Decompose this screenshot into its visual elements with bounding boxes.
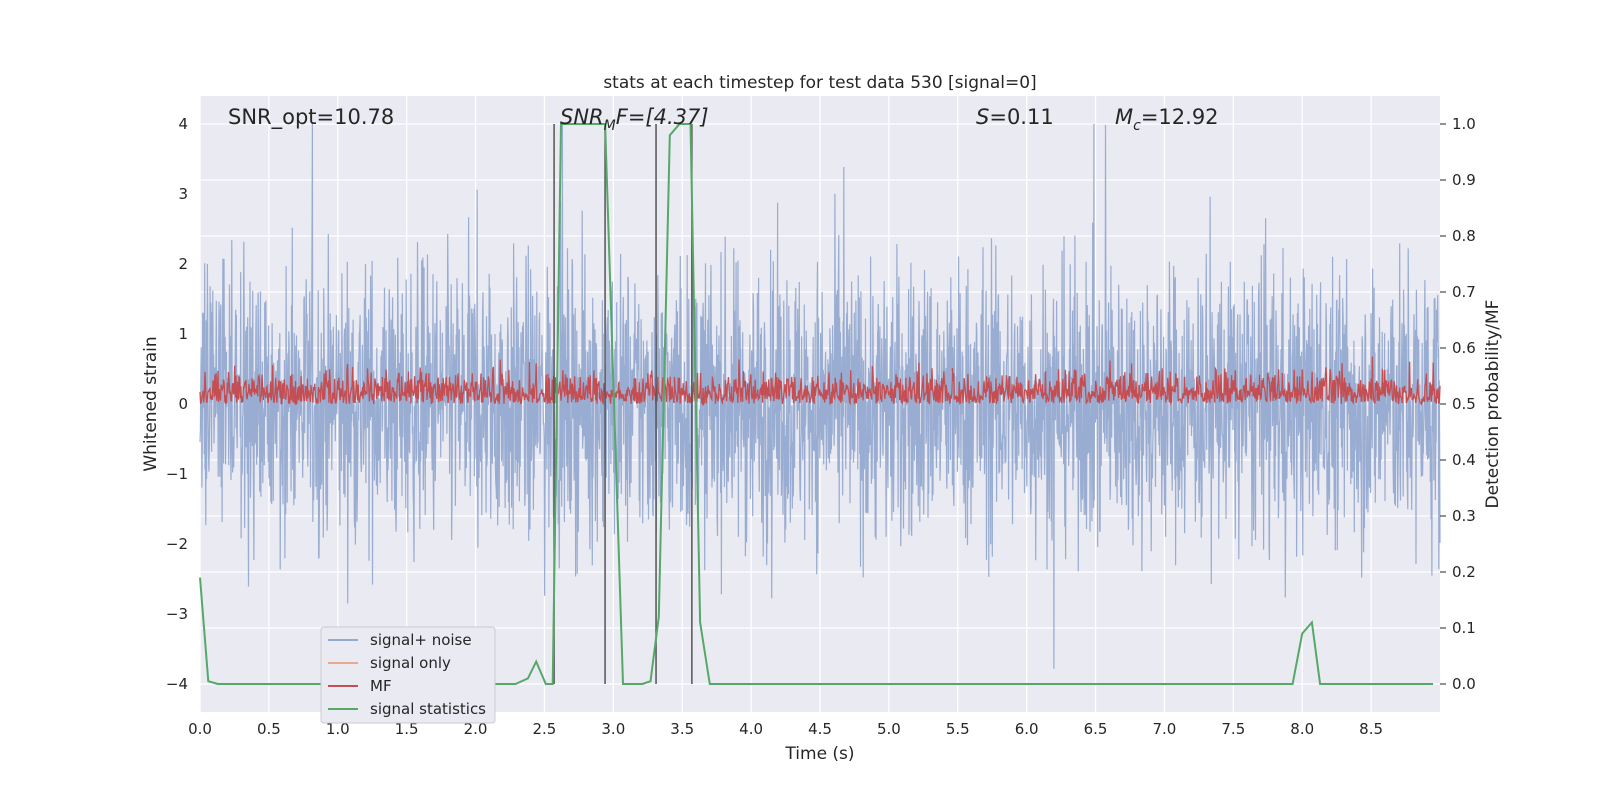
annotation-snr-mf: SNRMF=[4.37] bbox=[560, 105, 709, 134]
mf-line bbox=[199, 356, 1441, 407]
x-tick-label: 0.5 bbox=[257, 720, 281, 738]
x-tick-label: 4.5 bbox=[808, 720, 832, 738]
y-left-tick-label: −2 bbox=[166, 535, 188, 553]
x-tick-label: 3.0 bbox=[601, 720, 625, 738]
legend-label-signal-only: signal only bbox=[370, 654, 451, 672]
y-left-tick-label: 2 bbox=[178, 255, 188, 273]
signal-statistics-series bbox=[199, 123, 1434, 685]
legend-label-signal-noise: signal+ noise bbox=[370, 631, 472, 649]
mf-series bbox=[199, 356, 1441, 407]
x-tick-label: 3.5 bbox=[670, 720, 694, 738]
chart-title: stats at each timestep for test data 530… bbox=[603, 73, 1036, 93]
y-right-tick-label: 0.0 bbox=[1452, 675, 1476, 693]
y-right-tick-label: 0.4 bbox=[1452, 451, 1476, 469]
x-tick-label: 8.0 bbox=[1290, 720, 1314, 738]
legend-box bbox=[320, 626, 496, 724]
legend-label-signal-statistics: signal statistics bbox=[370, 700, 486, 718]
x-tick-label: 6.0 bbox=[1015, 720, 1039, 738]
x-tick-label: 0.0 bbox=[188, 720, 212, 738]
x-tick-label: 7.5 bbox=[1221, 720, 1245, 738]
x-tick-label: 5.5 bbox=[946, 720, 970, 738]
y-left-tick-label: −3 bbox=[166, 605, 188, 623]
annotation-snr-opt: SNR_opt=10.78 bbox=[228, 105, 394, 130]
y-left-tick-label: −4 bbox=[166, 675, 188, 693]
y-right-tick-label: 0.3 bbox=[1452, 507, 1476, 525]
x-tick-label: 7.0 bbox=[1153, 720, 1177, 738]
x-axis-label: Time (s) bbox=[784, 744, 854, 764]
x-tick-label: 4.0 bbox=[739, 720, 763, 738]
signal-statistics-line bbox=[199, 123, 1434, 685]
x-tick-label: 5.0 bbox=[877, 720, 901, 738]
y-right-tick-label: 0.1 bbox=[1452, 619, 1476, 637]
y-right-tick-label: 0.6 bbox=[1452, 339, 1476, 357]
x-tick-label: 2.0 bbox=[464, 720, 488, 738]
y-right-tick-label: 0.2 bbox=[1452, 563, 1476, 581]
annotation-s: S=0.11 bbox=[976, 105, 1054, 129]
y-left-tick-label: 0 bbox=[178, 395, 188, 413]
y-right-tick-label: 0.9 bbox=[1452, 171, 1476, 189]
x-tick-label: 2.5 bbox=[533, 720, 557, 738]
y-right-tick-label: 0.7 bbox=[1452, 283, 1476, 301]
y-left-tick-label: 4 bbox=[178, 115, 188, 133]
y-axis-label-left: Whitened strain bbox=[141, 336, 161, 471]
legend: signal+ noise signal only MF signal stat… bbox=[320, 626, 496, 724]
y-axis-label-right: Detection probability/MF bbox=[1483, 300, 1503, 509]
y-left-tick-label: 1 bbox=[178, 325, 188, 343]
y-right-tick-label: 1.0 bbox=[1452, 115, 1476, 133]
y-right-tick-label: 0.5 bbox=[1452, 395, 1476, 413]
x-tick-label: 1.0 bbox=[326, 720, 350, 738]
y-left-tick-label: 3 bbox=[178, 185, 188, 203]
annotation-mc: Mc=12.92 bbox=[1115, 105, 1219, 134]
y-left-tick-label: −1 bbox=[166, 465, 188, 483]
tick-labels: 0.0 0.5 1.0 1.5 2.0 2.5 3.0 3.5 4.0 4.5 5.0 5.5 6.0 6… bbox=[166, 115, 1476, 738]
y-right-tick-label: 0.8 bbox=[1452, 227, 1476, 245]
x-tick-label: 8.5 bbox=[1359, 720, 1383, 738]
legend-label-mf: MF bbox=[370, 677, 392, 695]
x-tick-label: 1.5 bbox=[395, 720, 419, 738]
x-tick-label: 6.5 bbox=[1084, 720, 1108, 738]
